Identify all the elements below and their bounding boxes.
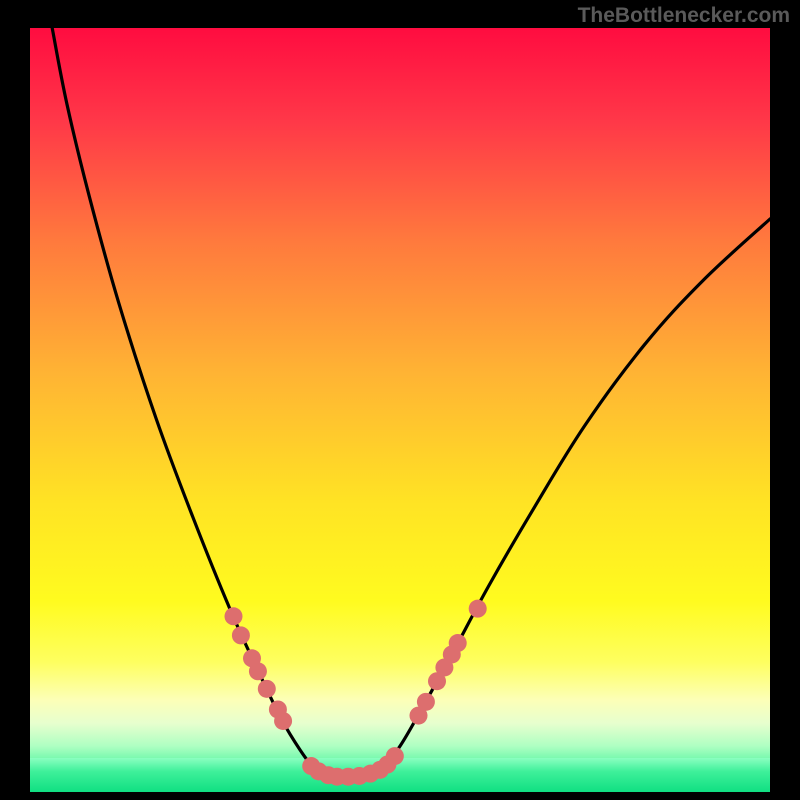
curve-path [52, 28, 770, 777]
marker-point [274, 712, 292, 730]
marker-point [225, 607, 243, 625]
plot-area [30, 28, 770, 792]
chart-canvas: TheBottlenecker.com [0, 0, 800, 800]
marker-point [417, 693, 435, 711]
marker-point [469, 600, 487, 618]
marker-point [232, 626, 250, 644]
marker-point [249, 662, 267, 680]
watermark: TheBottlenecker.com [578, 4, 790, 28]
curve-layer [30, 28, 770, 792]
marker-group [225, 600, 487, 786]
marker-point [258, 680, 276, 698]
marker-point [386, 747, 404, 765]
marker-point [449, 634, 467, 652]
